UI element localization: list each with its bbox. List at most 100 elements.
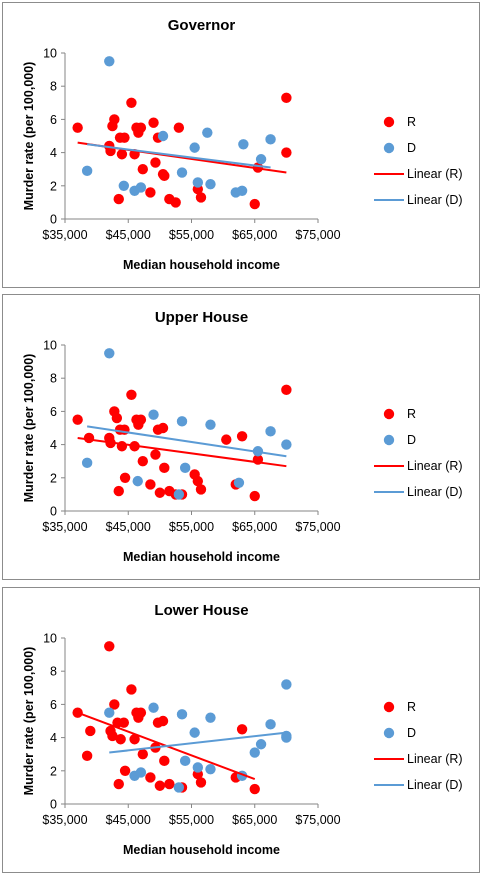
data-point-d [132, 475, 143, 487]
data-point-r [119, 765, 131, 776]
data-point-r [150, 157, 161, 168]
data-point-d [176, 167, 188, 178]
data-point-r [145, 772, 156, 783]
legend-label-linear-d: Linear (D) [407, 778, 463, 792]
data-point-d [135, 182, 147, 193]
chart-lower-house: Lower House 0 2 4 6 8 10 $35,000 $45,000 $55,000 $… [22, 602, 463, 857]
data-point-r [281, 147, 292, 158]
legend-marker-r [383, 116, 395, 128]
data-point-r [109, 114, 120, 125]
legend-label-d: D [407, 433, 416, 447]
data-point-d [233, 477, 245, 488]
data-point-d [249, 747, 260, 758]
data-point-r [173, 122, 185, 133]
data-point-r [115, 734, 126, 745]
legend-label-linear-r: Linear (R) [407, 167, 463, 181]
y-axis-title: Murder rate (per 100,000) [22, 354, 36, 503]
data-point-d [176, 416, 188, 427]
legend-label-r: R [407, 407, 416, 421]
data-point-r [119, 472, 131, 483]
chart-title: Governor [168, 17, 236, 34]
y-tick-label: 2 [50, 471, 57, 485]
data-point-d [205, 763, 216, 775]
data-point-r [145, 479, 156, 490]
chart-title: Upper House [155, 309, 248, 326]
data-point-d [281, 679, 292, 690]
data-point-d [179, 462, 191, 474]
data-point-d [173, 782, 185, 793]
data-point-r [164, 778, 175, 790]
legend-label-d: D [407, 141, 416, 155]
x-tick-label: $45,000 [106, 228, 151, 242]
data-point-r [72, 122, 83, 133]
legend-label-linear-r: Linear (R) [407, 459, 463, 473]
data-point-r [192, 475, 204, 487]
data-point-r [221, 434, 232, 445]
y-tick-label: 0 [50, 213, 57, 227]
data-point-r [281, 92, 292, 104]
data-point-r [159, 462, 170, 474]
y-tick-label: 8 [50, 80, 57, 94]
trendline-linear-r [77, 436, 287, 468]
x-tick-label: $55,000 [169, 813, 214, 827]
data-point-d [265, 719, 276, 730]
x-axis-title: Median household income [123, 550, 280, 564]
data-point-r [195, 777, 207, 788]
data-point-r [81, 750, 93, 762]
data-point-d [192, 177, 204, 188]
x-tick-label: $65,000 [232, 813, 277, 827]
x-tick-label: $65,000 [232, 228, 277, 242]
data-point-r [150, 449, 161, 460]
data-point-d [255, 739, 267, 750]
x-tick-label: $55,000 [169, 520, 214, 534]
data-point-d [81, 165, 93, 177]
data-point-d [255, 154, 267, 165]
legend-marker-r [383, 701, 395, 713]
y-tick-label: 2 [50, 764, 57, 778]
x-axis-title: Median household income [123, 258, 280, 272]
y-tick-label: 4 [50, 146, 57, 160]
y-tick-label: 10 [43, 339, 57, 353]
data-point-d [238, 139, 249, 150]
data-point-d [205, 419, 216, 430]
data-point-d [157, 130, 169, 142]
data-point-d [265, 426, 276, 437]
data-point-d [173, 489, 185, 500]
data-point-r [118, 717, 130, 728]
data-point-r [126, 684, 137, 695]
data-point-r [135, 414, 147, 425]
trendline-linear-d [87, 143, 271, 169]
data-point-d [104, 348, 115, 359]
y-tick-label: 6 [50, 698, 57, 712]
legend-marker-d [383, 142, 395, 154]
x-tick-label: $35,000 [42, 813, 87, 827]
data-point-r [236, 724, 248, 735]
data-point-d [135, 767, 147, 778]
data-point-d [236, 185, 248, 196]
x-tick-label: $75,000 [295, 228, 340, 242]
y-tick-label: 8 [50, 372, 57, 386]
legend-label-linear-d: Linear (D) [407, 193, 463, 207]
data-point-r [135, 707, 147, 718]
data-point-r [107, 730, 118, 742]
x-tick-label: $65,000 [232, 520, 277, 534]
chart-panel-governor: Governor 0 2 4 6 8 10 $35,000 $45,000 $55,000 $65,… [2, 2, 480, 288]
x-tick-label: $55,000 [169, 228, 214, 242]
data-point-r [137, 164, 148, 175]
data-point-r [72, 414, 83, 425]
y-tick-label: 6 [50, 405, 57, 419]
y-tick-label: 0 [50, 798, 57, 812]
y-tick-label: 4 [50, 438, 57, 452]
data-point-r [170, 197, 181, 208]
y-tick-label: 8 [50, 665, 57, 679]
data-point-d [202, 127, 213, 138]
x-axis-title: Median household income [123, 843, 280, 857]
data-point-d [81, 457, 93, 469]
data-point-r [159, 170, 170, 182]
data-point-r [195, 192, 207, 203]
data-point-r [104, 641, 115, 652]
chart-governor: Governor 0 2 4 6 8 10 $35,000 $45,000 $55,000 $65,… [22, 17, 463, 272]
data-point-r [195, 484, 207, 495]
data-point-d [192, 762, 204, 773]
data-point-r [137, 456, 148, 467]
